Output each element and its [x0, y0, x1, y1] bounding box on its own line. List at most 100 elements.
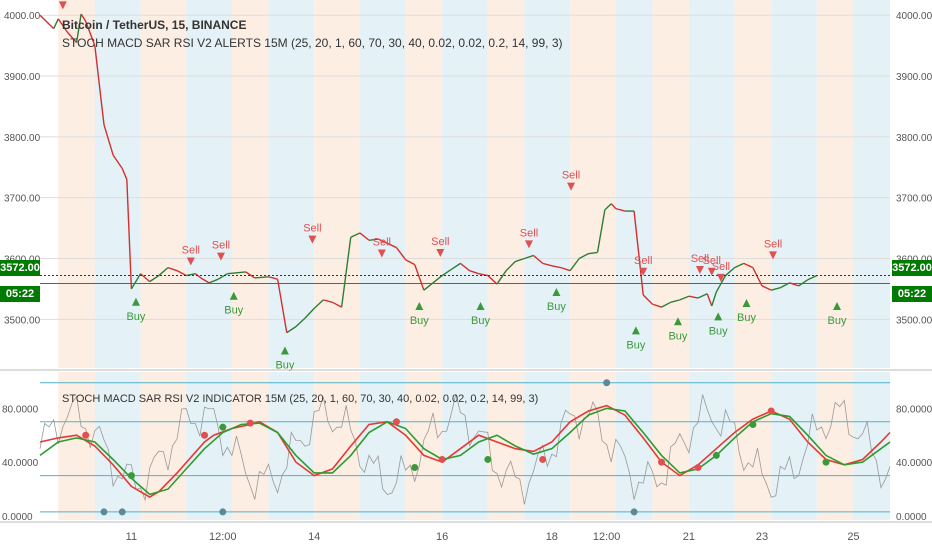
price-line-segment	[75, 13, 82, 43]
buy-signal-marker	[552, 288, 561, 297]
indicator-extreme-dot	[219, 508, 227, 516]
price-badge-right: 3572.00	[892, 260, 932, 276]
sell-signal-label: Sell	[712, 261, 730, 273]
background-band-main	[359, 0, 406, 368]
indicator-extreme-dot	[630, 508, 638, 516]
price-line-segment	[167, 266, 178, 272]
background-band-indicator	[405, 372, 443, 520]
background-band-indicator	[359, 372, 406, 520]
background-band-main	[314, 0, 360, 368]
sell-signal-label: Sell	[703, 255, 721, 267]
background-band-main	[734, 0, 772, 368]
x-tick-label: 12:00	[209, 531, 237, 543]
x-tick-label: 25	[847, 531, 859, 543]
background-band-main	[94, 0, 141, 368]
price-line-segment	[469, 270, 479, 275]
price-line-segment	[53, 18, 59, 29]
price-line-segment	[149, 274, 160, 283]
sell-signal-marker	[524, 240, 533, 249]
y-tick-label-right: 3500.00	[896, 315, 932, 326]
y-tick-label-right: 3800.00	[896, 133, 932, 144]
sell-signal-marker	[436, 248, 445, 257]
indicator-y-tick-left: 80.0000	[2, 404, 39, 415]
background-band-main	[140, 0, 187, 368]
y-tick-label-right: 3700.00	[896, 194, 932, 205]
background-band-main	[771, 0, 817, 368]
background-band-indicator	[771, 372, 817, 520]
price-line-segment	[697, 293, 708, 299]
background-band-indicator	[615, 372, 653, 520]
price-line-segment	[441, 268, 452, 277]
indicator-y-tick-left: 40.0000	[2, 458, 39, 469]
background-band-indicator	[816, 372, 854, 520]
indicator-y-tick-right: 0.0000	[896, 512, 927, 523]
price-line-segment	[432, 274, 443, 284]
price-line-segment	[615, 207, 626, 212]
sell-signal-label: Sell	[520, 227, 538, 239]
price-line-segment	[340, 237, 352, 308]
price-line-segment	[80, 13, 87, 22]
price-line-segment	[661, 301, 671, 308]
price-line-segment	[359, 232, 370, 241]
price-line-segment	[752, 267, 763, 287]
strategy-title: STOCH MACD SAR RSI V2 ALERTS 15M (25, 20…	[62, 36, 563, 50]
background-band-indicator	[734, 372, 772, 520]
price-line-segment	[642, 294, 653, 305]
countdown-badge-left: 05:22	[0, 286, 40, 302]
indicator-signal-dot	[127, 472, 135, 480]
sell-signal-marker	[58, 1, 67, 10]
background-band-main	[487, 0, 525, 368]
price-line-segment	[459, 262, 471, 272]
buy-signal-label: Buy	[471, 315, 490, 327]
indicator-signal-dot	[246, 419, 254, 427]
buy-signal-label: Buy	[224, 305, 243, 317]
symbol-title: Bitcoin / TetherUS, 15, BINANCE	[62, 18, 247, 32]
x-tick-label: 23	[756, 531, 768, 543]
sell-signal-marker	[716, 273, 725, 282]
price-line-segment	[217, 273, 228, 280]
buy-signal-label: Buy	[668, 330, 687, 342]
price-line-segment	[377, 238, 388, 244]
price-line-segment	[524, 254, 534, 260]
buy-signal-marker	[714, 312, 723, 321]
background-band-main	[524, 0, 571, 368]
background-band-main	[816, 0, 854, 368]
sell-signal-marker	[769, 251, 778, 260]
indicator-signal-dot	[658, 458, 666, 466]
price-line-segment	[706, 293, 713, 307]
price-line-segment	[711, 291, 718, 307]
background-band-indicator	[314, 372, 360, 520]
sell-signal-marker	[639, 267, 648, 276]
price-line-segment	[633, 210, 644, 296]
price-line-segment	[807, 274, 818, 281]
price-line-segment	[186, 273, 196, 277]
price-line-segment	[652, 303, 662, 308]
rsi-line	[39, 393, 891, 505]
buy-signal-marker	[415, 302, 424, 311]
price-line-segment	[194, 273, 202, 279]
countdown-badge-right: 05:22	[892, 286, 932, 302]
price-line-segment	[798, 279, 809, 287]
background-band-main	[268, 0, 315, 368]
background-band-indicator	[570, 372, 616, 520]
sell-signal-label: Sell	[303, 223, 321, 235]
price-line-segment	[268, 276, 278, 280]
price-line-segment	[350, 232, 361, 238]
price-line-segment	[200, 277, 210, 284]
price-line-segment	[103, 124, 114, 156]
indicator-signal-dot	[392, 418, 400, 426]
background-band-indicator	[688, 372, 735, 520]
buy-signal-label: Buy	[126, 311, 145, 323]
indicator-signal-dot	[219, 423, 227, 431]
background-band-indicator	[186, 372, 232, 520]
indicator-signal-dot	[712, 451, 720, 459]
price-badge-left: 3572.00	[0, 260, 40, 276]
y-tick-label-left: 4000.00	[4, 11, 41, 22]
background-band-indicator	[231, 372, 269, 520]
sell-signal-marker	[216, 252, 225, 261]
price-line-segment	[771, 287, 781, 291]
background-band-indicator	[524, 372, 571, 520]
price-line-segment	[66, 31, 78, 44]
sell-signal-label: Sell	[764, 238, 782, 250]
